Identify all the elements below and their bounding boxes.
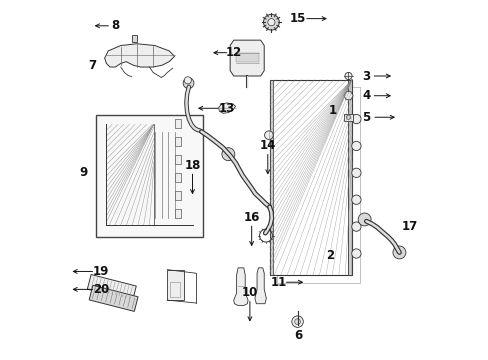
Bar — [175, 155, 180, 164]
Text: 9: 9 — [79, 166, 87, 179]
Bar — [175, 209, 180, 218]
Text: 12: 12 — [225, 46, 242, 59]
Bar — [347, 80, 351, 275]
Bar — [170, 282, 180, 297]
Circle shape — [267, 19, 274, 26]
Circle shape — [351, 222, 360, 231]
Circle shape — [351, 249, 360, 258]
Polygon shape — [254, 268, 266, 304]
Text: 6: 6 — [294, 329, 302, 342]
Bar — [235, 53, 258, 62]
Text: 4: 4 — [362, 89, 370, 102]
Text: 19: 19 — [93, 265, 109, 278]
Bar — [96, 116, 203, 237]
Text: 15: 15 — [289, 12, 306, 25]
Polygon shape — [89, 285, 138, 311]
Circle shape — [351, 114, 360, 124]
Bar — [131, 35, 137, 42]
Polygon shape — [230, 40, 264, 76]
Polygon shape — [87, 275, 136, 301]
Circle shape — [263, 14, 279, 30]
Bar — [167, 270, 183, 300]
Circle shape — [357, 213, 370, 226]
Bar — [344, 114, 352, 121]
Text: 13: 13 — [218, 102, 234, 115]
Text: 18: 18 — [184, 159, 200, 172]
Circle shape — [351, 141, 360, 150]
Text: 11: 11 — [270, 276, 286, 289]
Bar — [175, 119, 180, 128]
Circle shape — [264, 131, 273, 139]
Bar — [175, 137, 180, 146]
Circle shape — [392, 246, 405, 259]
Circle shape — [183, 78, 194, 89]
Polygon shape — [104, 44, 174, 67]
Bar — [277, 87, 359, 283]
Text: 14: 14 — [259, 139, 275, 152]
Polygon shape — [218, 103, 235, 113]
Polygon shape — [233, 268, 247, 306]
Text: 2: 2 — [326, 249, 334, 262]
Circle shape — [351, 195, 360, 204]
Text: 20: 20 — [93, 283, 109, 296]
Circle shape — [291, 316, 303, 327]
Circle shape — [222, 148, 234, 161]
Circle shape — [351, 168, 360, 177]
Circle shape — [294, 319, 300, 324]
Bar — [269, 80, 273, 275]
Text: 1: 1 — [327, 104, 336, 117]
Circle shape — [346, 115, 350, 120]
Text: 10: 10 — [241, 287, 258, 300]
Text: 8: 8 — [111, 19, 119, 32]
Bar — [175, 191, 180, 200]
Bar — [269, 80, 351, 275]
Circle shape — [184, 77, 191, 84]
Text: 16: 16 — [243, 211, 259, 224]
Polygon shape — [343, 92, 352, 100]
Text: 7: 7 — [88, 59, 96, 72]
Text: 5: 5 — [362, 111, 370, 124]
Text: 3: 3 — [362, 69, 370, 82]
Bar — [175, 173, 180, 182]
Text: 17: 17 — [401, 220, 417, 233]
Circle shape — [344, 72, 351, 80]
